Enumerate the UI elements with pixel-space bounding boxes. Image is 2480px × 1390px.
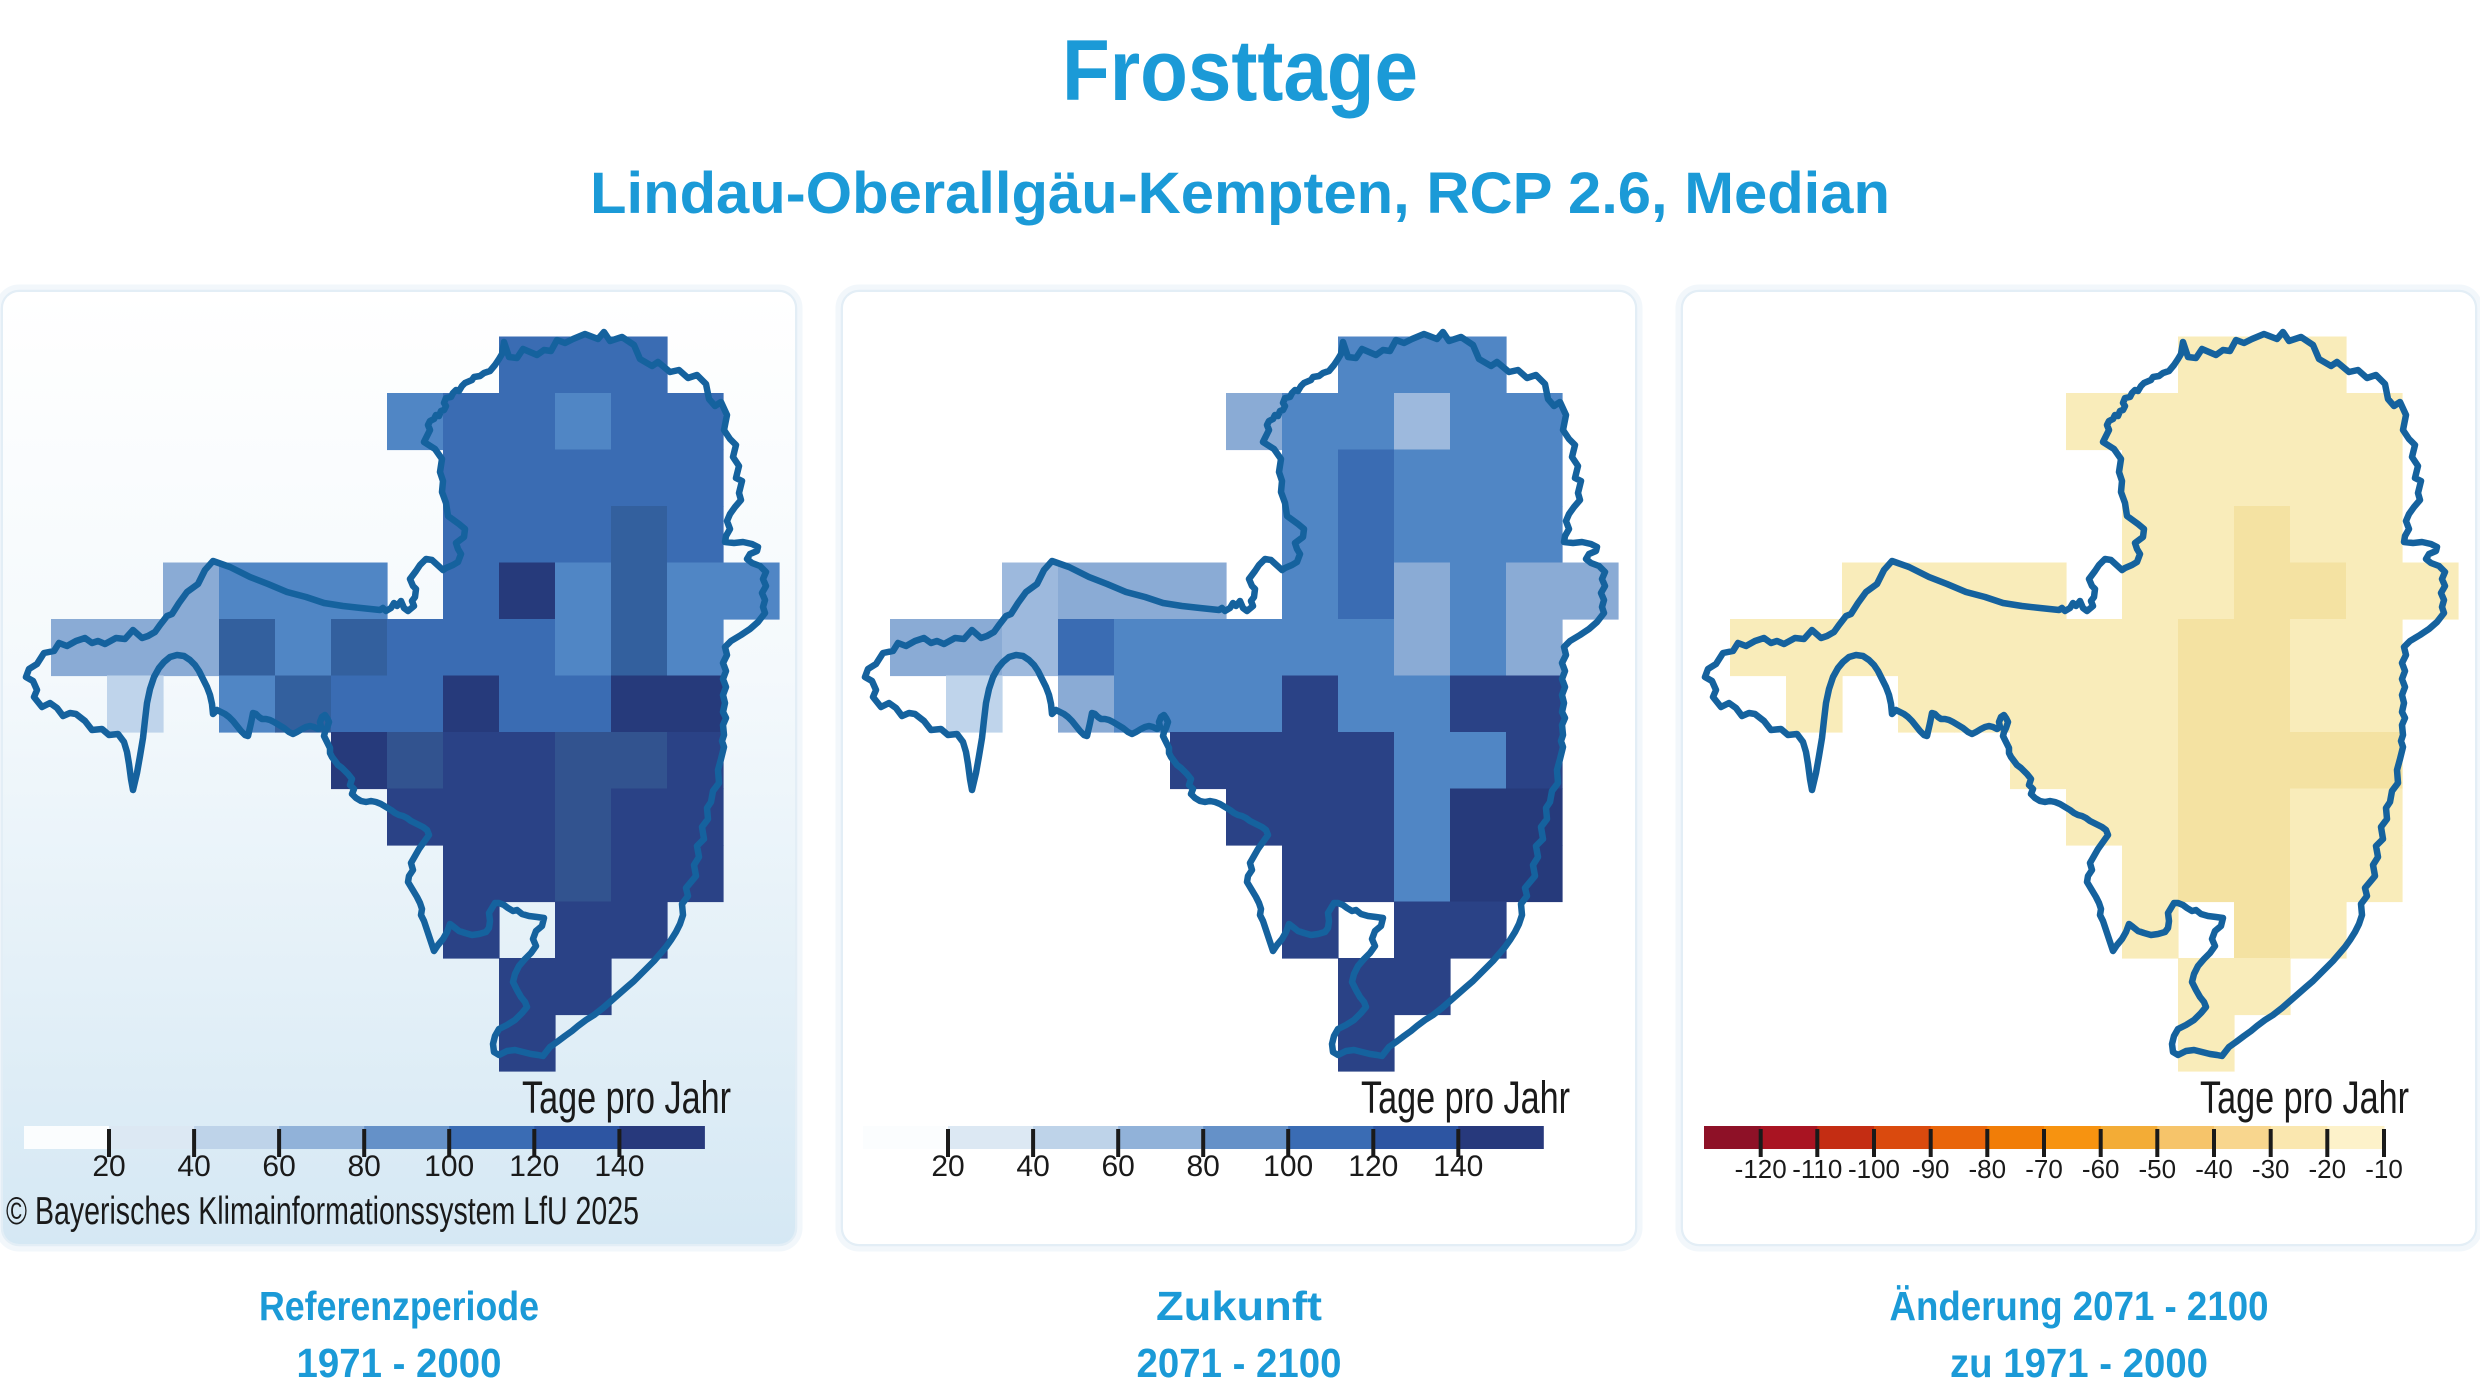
svg-text:Tage pro Jahr: Tage pro Jahr xyxy=(1361,1072,1570,1123)
svg-text:Tage pro Jahr: Tage pro Jahr xyxy=(522,1072,731,1123)
svg-text:80: 80 xyxy=(348,1150,381,1183)
svg-text:140: 140 xyxy=(594,1150,644,1183)
svg-text:Referenzperiode: Referenzperiode xyxy=(259,1283,539,1329)
svg-text:40: 40 xyxy=(1016,1150,1049,1183)
svg-text:20: 20 xyxy=(92,1150,125,1183)
svg-text:40: 40 xyxy=(177,1150,210,1183)
svg-text:60: 60 xyxy=(262,1150,295,1183)
svg-text:-50: -50 xyxy=(2139,1154,2177,1184)
svg-text:-30: -30 xyxy=(2252,1154,2290,1184)
svg-text:140: 140 xyxy=(1433,1150,1483,1183)
svg-text:Frosttage: Frosttage xyxy=(1062,23,1418,119)
svg-text:2071 - 2100: 2071 - 2100 xyxy=(1137,1340,1342,1386)
svg-text:-40: -40 xyxy=(2195,1154,2233,1184)
svg-text:100: 100 xyxy=(424,1150,474,1183)
svg-text:Änderung 2071 - 2100: Änderung 2071 - 2100 xyxy=(1890,1283,2269,1329)
svg-text:-80: -80 xyxy=(1969,1154,2007,1184)
svg-text:-90: -90 xyxy=(1912,1154,1950,1184)
svg-text:1971 - 2000: 1971 - 2000 xyxy=(297,1340,502,1386)
svg-text:120: 120 xyxy=(1348,1150,1398,1183)
svg-text:© Bayerisches Klimainformation: © Bayerisches Klimainformationssystem Lf… xyxy=(6,1190,639,1233)
svg-text:-100: -100 xyxy=(1848,1154,1900,1184)
svg-text:Tage pro Jahr: Tage pro Jahr xyxy=(2200,1072,2409,1123)
svg-text:20: 20 xyxy=(931,1150,964,1183)
svg-text:60: 60 xyxy=(1102,1150,1135,1183)
svg-text:Zukunft: Zukunft xyxy=(1156,1283,1322,1329)
svg-text:80: 80 xyxy=(1187,1150,1220,1183)
svg-text:-60: -60 xyxy=(2082,1154,2120,1184)
svg-text:-110: -110 xyxy=(1792,1154,1842,1184)
svg-text:-70: -70 xyxy=(2025,1154,2063,1184)
svg-text:-120: -120 xyxy=(1735,1154,1787,1184)
svg-text:-10: -10 xyxy=(2365,1154,2403,1184)
svg-text:Lindau-Oberallgäu-Kempten, RCP: Lindau-Oberallgäu-Kempten, RCP 2.6, Medi… xyxy=(590,161,1890,226)
svg-text:100: 100 xyxy=(1263,1150,1313,1183)
svg-text:zu 1971 - 2000: zu 1971 - 2000 xyxy=(1950,1340,2208,1386)
svg-text:120: 120 xyxy=(509,1150,559,1183)
svg-text:-20: -20 xyxy=(2309,1154,2347,1184)
